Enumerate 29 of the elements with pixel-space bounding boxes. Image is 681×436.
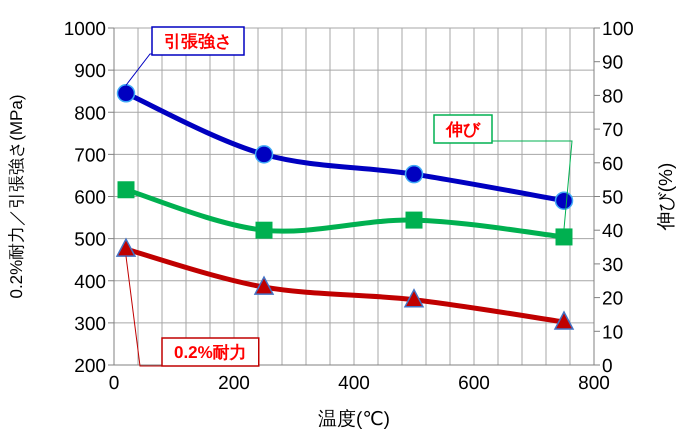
y2-tick-label: 60: [602, 154, 624, 175]
callout: 引張強さ: [126, 26, 245, 86]
y2-tick-label: 90: [602, 52, 624, 74]
y2-axis-title: 伸び(%): [656, 162, 677, 232]
x-tick-label: 600: [458, 373, 490, 394]
y-tick-label: 400: [74, 272, 106, 293]
y2-tick-label: 40: [602, 221, 624, 242]
y2-tick-label: 10: [602, 322, 624, 344]
y-tick-label: 600: [74, 188, 106, 208]
y-tick-label: 200: [74, 356, 106, 377]
y2-tick-label: 100: [602, 19, 634, 40]
y-tick-label: 700: [74, 145, 106, 166]
callout: 伸び: [433, 114, 573, 230]
x-tick-label: 400: [338, 373, 370, 394]
x-axis-title: 温度(℃): [318, 408, 390, 430]
y2-tick-label: 20: [602, 288, 624, 310]
y2-tick-label: 50: [602, 188, 624, 208]
y-tick-label: 500: [74, 230, 106, 251]
y-tick-label: 1000: [64, 19, 106, 40]
y-tick-label: 300: [74, 314, 106, 335]
y2-tick-label: 80: [602, 86, 624, 108]
y-axis-title: 0.2%耐力／引張強さ(MPa): [7, 94, 26, 299]
x-tick-label: 200: [218, 373, 250, 394]
y2-tick-label: 30: [602, 254, 624, 276]
y-tick-label: 800: [74, 103, 106, 124]
y-tick-label: 900: [74, 61, 106, 82]
callout: 0.2%耐力: [126, 256, 260, 367]
x-tick-label: 0: [108, 373, 120, 394]
y2-tick-label: 70: [602, 120, 624, 142]
